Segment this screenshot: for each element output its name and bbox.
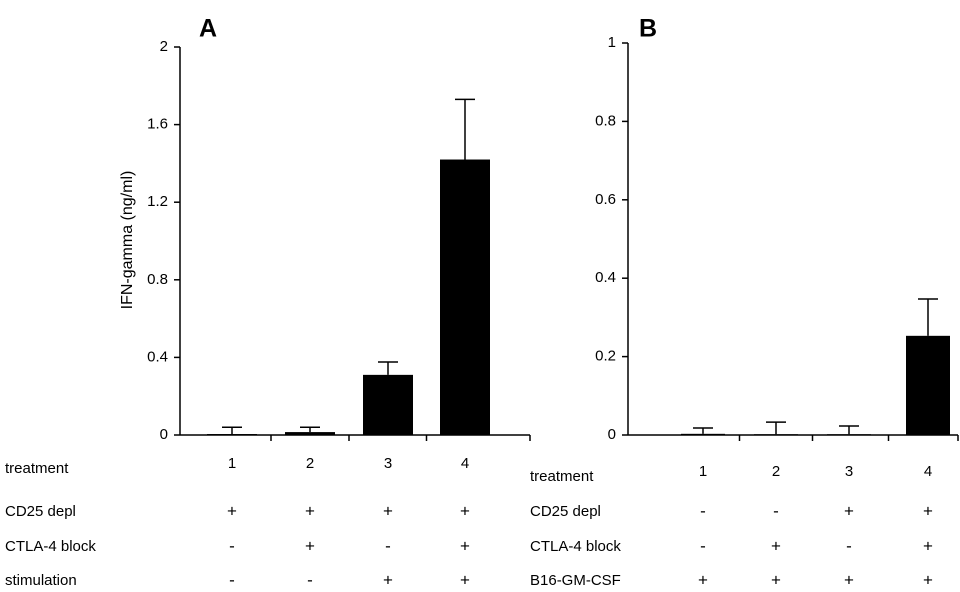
condition-sign: + xyxy=(227,501,237,520)
condition-sign: + xyxy=(771,570,781,589)
bar xyxy=(681,433,725,435)
condition-sign: + xyxy=(923,501,933,520)
y-tick-label: 0.8 xyxy=(147,271,168,288)
x-tick-label: 1 xyxy=(228,455,236,472)
condition-sign: + xyxy=(460,570,470,589)
condition-sign: + xyxy=(383,501,393,520)
category-axis-label: treatment xyxy=(5,460,69,477)
bar xyxy=(827,434,871,435)
y-tick-label: 0.4 xyxy=(595,269,616,286)
condition-sign: - xyxy=(385,536,391,555)
y-tick-label: 0.2 xyxy=(595,348,616,365)
condition-name: CD25 depl xyxy=(5,503,76,520)
condition-sign: + xyxy=(844,501,854,520)
y-tick-label: 0 xyxy=(160,426,168,443)
condition-name: B16-GM-CSF xyxy=(530,572,621,589)
condition-sign: - xyxy=(773,501,779,520)
x-tick-label: 3 xyxy=(384,455,392,472)
bar xyxy=(207,434,257,435)
bar xyxy=(906,335,950,435)
y-tick-label: 2 xyxy=(160,38,168,55)
condition-sign: + xyxy=(305,501,315,520)
bar xyxy=(363,374,413,435)
condition-name: stimulation xyxy=(5,572,77,589)
y-tick-label: 1.6 xyxy=(147,116,168,133)
bar xyxy=(440,159,490,435)
x-tick-label: 3 xyxy=(845,463,853,480)
condition-name: CTLA-4 block xyxy=(530,538,621,555)
condition-sign: + xyxy=(305,536,315,555)
condition-sign: - xyxy=(229,536,235,555)
y-tick-label: 1.2 xyxy=(147,193,168,210)
panel-label: A xyxy=(199,15,217,43)
x-tick-label: 2 xyxy=(306,455,314,472)
y-tick-label: 0.6 xyxy=(595,191,616,208)
condition-sign: + xyxy=(698,570,708,589)
y-tick-label: 1 xyxy=(608,34,616,51)
condition-sign: + xyxy=(771,536,781,555)
condition-sign: + xyxy=(923,570,933,589)
condition-sign: + xyxy=(460,501,470,520)
condition-sign: + xyxy=(844,570,854,589)
condition-name: CTLA-4 block xyxy=(5,538,96,555)
condition-sign: - xyxy=(229,570,235,589)
x-tick-label: 2 xyxy=(772,463,780,480)
condition-name: CD25 depl xyxy=(530,503,601,520)
condition-sign: - xyxy=(846,536,852,555)
y-tick-label: 0.8 xyxy=(595,112,616,129)
panel-label: B xyxy=(639,15,657,43)
category-axis-label: treatment xyxy=(530,468,594,485)
bar xyxy=(285,432,335,435)
y-tick-label: 0.4 xyxy=(147,348,168,365)
x-tick-label: 1 xyxy=(699,463,707,480)
condition-sign: - xyxy=(307,570,313,589)
y-tick-label: 0 xyxy=(608,426,616,443)
condition-sign: - xyxy=(700,536,706,555)
x-tick-label: 4 xyxy=(924,463,932,480)
condition-sign: + xyxy=(923,536,933,555)
y-axis-label: IFN-gamma (ng/ml) xyxy=(119,171,136,310)
condition-sign: + xyxy=(460,536,470,555)
condition-sign: - xyxy=(700,501,706,520)
bar xyxy=(754,434,798,435)
condition-sign: + xyxy=(383,570,393,589)
x-tick-label: 4 xyxy=(461,455,469,472)
